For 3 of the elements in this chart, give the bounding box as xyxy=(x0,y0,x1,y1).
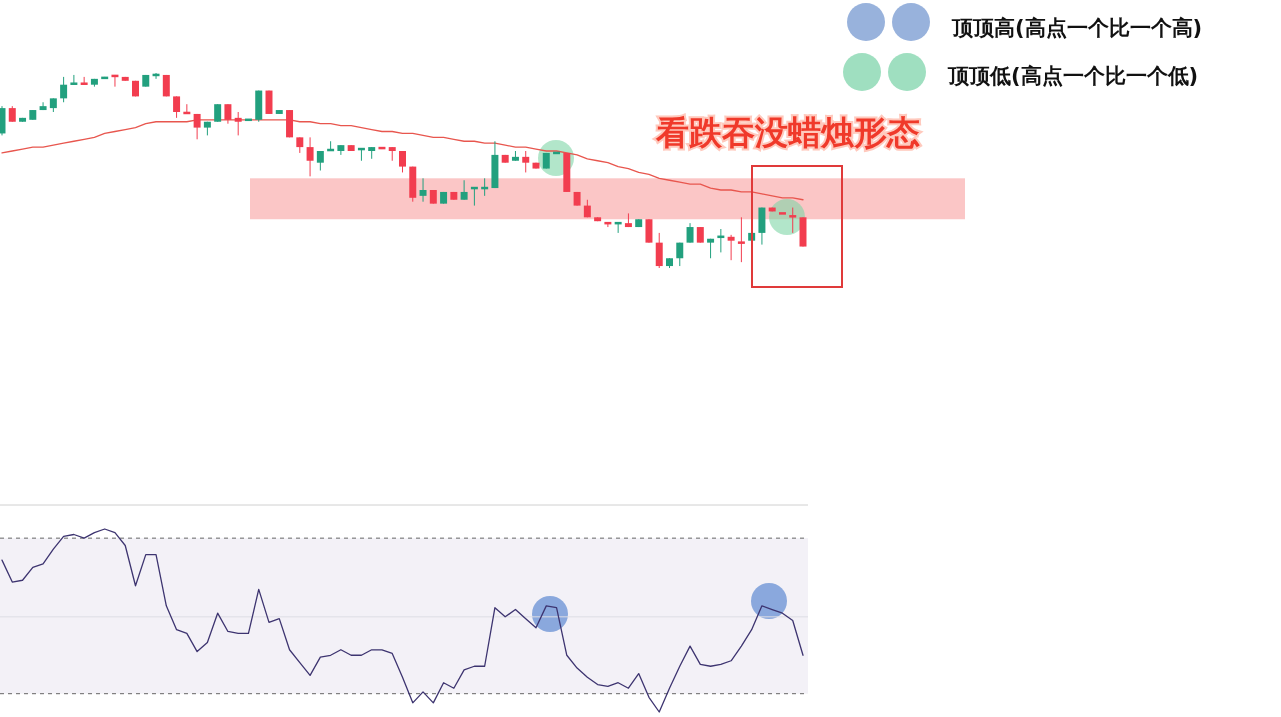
annotation: 看跌吞没蜡烛形态 xyxy=(656,113,920,152)
annotation: 顶顶低(高点一个比一个低) xyxy=(948,64,1199,88)
annotation: 顶顶高(高点一个比一个高) xyxy=(952,16,1203,40)
